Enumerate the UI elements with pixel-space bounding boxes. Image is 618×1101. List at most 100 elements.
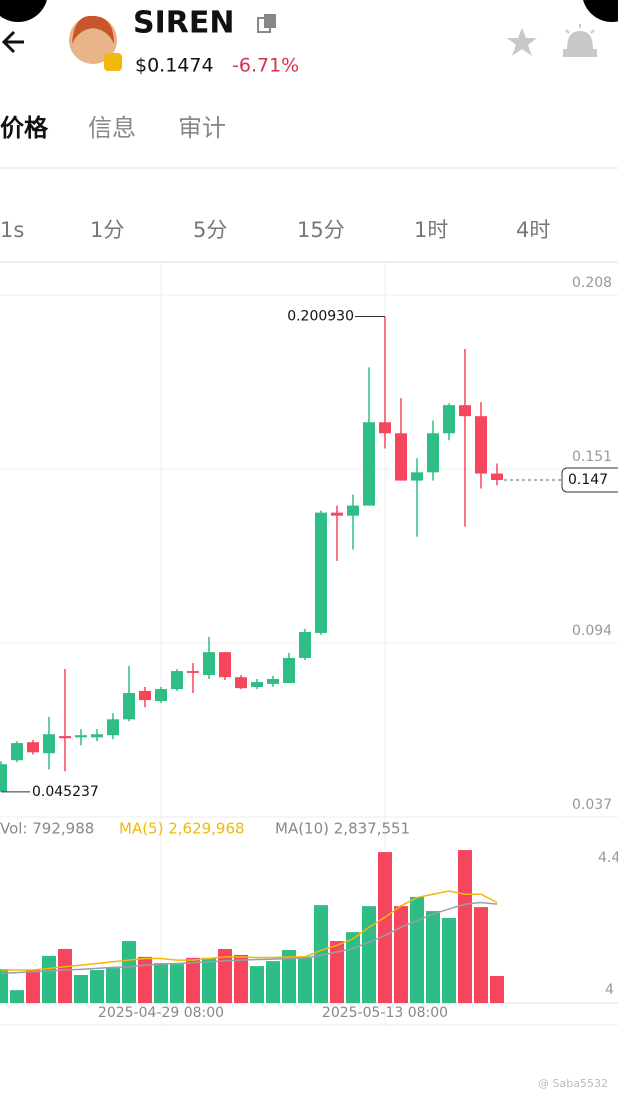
volume-bar [282,949,296,1003]
x-tick-label: 2025-04-29 08:00 [98,1005,224,1021]
candle-body [91,734,103,738]
y-tick-label: 0.094 [572,623,612,639]
volume-bar [250,966,264,1003]
candle-body [11,743,23,761]
volume-bar [218,948,232,1003]
corner [0,0,47,22]
candle-body [427,433,439,473]
candle-body [75,735,87,738]
candle-body [363,422,375,506]
volume-bar [458,850,472,1003]
favorite-star[interactable] [507,28,537,56]
candle-body [443,405,455,434]
volume-bar [202,957,216,1003]
alert-icon[interactable] [563,24,597,57]
ma5-line [1,890,498,971]
max-label: 0.200930 [287,309,354,325]
current-price-label: 0.147 [568,472,608,488]
volume-bar [266,961,280,1003]
change: -6.71% [232,55,299,77]
volume-bar [330,941,344,1003]
candle-body [107,719,119,736]
x-tick-label: 2025-05-13 08:00 [322,1005,448,1021]
candle-body [283,657,295,683]
interval[interactable]: 4时 [516,218,550,242]
y-tick-label: 0.037 [572,797,612,813]
y-tick-label: 0.151 [572,449,612,465]
volume-bar [474,907,488,1003]
candle-body [347,505,359,516]
interval[interactable]: 1分 [90,218,124,242]
volume-bar [106,968,120,1003]
volume-bar [490,975,504,1003]
candle-body [411,472,423,481]
volume-bar [138,956,152,1003]
candle-body [139,690,151,701]
volume-bar [442,917,456,1003]
volume-bar [378,852,392,1003]
min-label: 0.045237 [32,784,99,800]
copy-icon [257,17,271,33]
candle-body [0,764,7,792]
candle-body [491,473,503,480]
candle-body [59,736,71,739]
symbol: SIREN [133,6,234,41]
watermark: @ Saba5532 [538,1077,608,1090]
price: $0.1474 [135,55,214,77]
interval[interactable]: 1时 [414,218,448,242]
volume-axis-label: 4.4 [598,850,618,866]
tab[interactable]: 价格 [0,114,49,142]
volume-bar [314,905,328,1003]
corner [583,0,618,22]
volume-bar [10,990,24,1003]
tab[interactable]: 审计 [178,114,226,142]
volume-bar [42,955,56,1003]
volume-bar [426,911,440,1003]
interval[interactable]: 1s [0,218,24,242]
candle-body [299,632,311,658]
volume-axis-label: 4 [605,982,614,998]
candle-body [123,693,135,720]
volume-bar [58,948,72,1003]
interval[interactable]: 5分 [193,218,227,242]
volume-bar [234,954,248,1003]
interval[interactable]: 15分 [297,218,345,242]
volume-bar [186,957,200,1003]
candle-body [331,512,343,516]
avatar-hair [72,15,114,44]
candle-body [27,742,39,753]
volume-bar [26,970,40,1003]
candle-body [155,689,167,701]
candle-body [251,682,263,687]
volume-bar [394,906,408,1003]
tab[interactable]: 信息 [88,114,136,142]
candle-body [395,433,407,481]
candle-body [171,671,183,690]
volume-stat: Vol: 792,988 [0,820,94,838]
candle-body [267,679,279,684]
volume-stat: MA(5) 2,629,968 [119,820,245,838]
candle-body [203,652,215,676]
ma10-line [0,901,498,975]
chain-badge [104,53,122,71]
candle-body [219,652,231,678]
volume-bar [74,974,88,1003]
current-price-box [561,467,618,493]
y-tick-label: 0.208 [572,275,612,291]
candle-body [315,512,327,633]
candle-body [379,422,391,434]
volume-bar [154,963,168,1003]
volume-bar [410,896,424,1003]
volume-bar [362,906,376,1003]
candle-body [475,416,487,474]
volume-stat: MA(10) 2,837,551 [275,820,410,838]
volume-bar [346,932,360,1003]
volume-bar [0,969,8,1003]
volume-bar [170,964,184,1003]
candle-body [235,677,247,689]
back-button[interactable] [1,30,24,54]
volume-bar [90,970,104,1003]
candle-body [187,671,199,673]
candle-body [43,734,55,754]
